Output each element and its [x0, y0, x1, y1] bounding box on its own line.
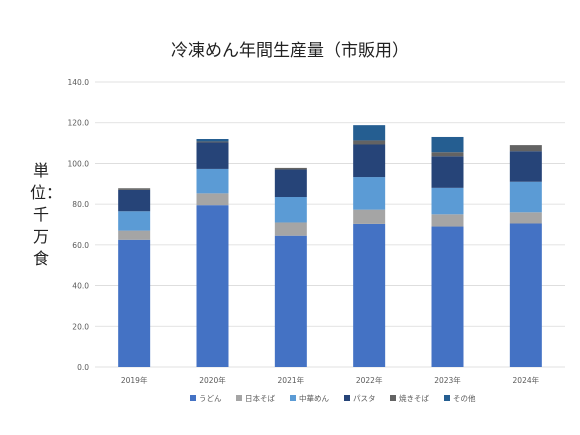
bar-segment: [353, 209, 386, 224]
bar-segment: [118, 230, 151, 240]
bar-segment: [196, 168, 229, 194]
legend-swatch: [190, 395, 196, 401]
bar-segment: [431, 226, 464, 367]
y-tick-label: 140.0: [68, 78, 90, 87]
y-tick-label: 120.0: [68, 119, 90, 128]
bar-segment: [118, 188, 151, 190]
legend-label: その他: [453, 393, 476, 403]
x-tick-label: 2021年: [278, 375, 305, 385]
legend-swatch: [236, 395, 242, 401]
bar-segment: [274, 167, 307, 170]
legend-swatch: [444, 395, 450, 401]
chart-title: 冷凍めん年間生産量（市販用）: [171, 41, 409, 61]
x-tick-label: 2019年: [121, 375, 148, 385]
bar-segment: [118, 189, 151, 212]
bar-segment: [196, 141, 229, 143]
bar-segment: [353, 125, 386, 141]
x-tick-label: 2024年: [513, 375, 540, 385]
x-tick-label: 2023年: [434, 375, 461, 385]
legend-label: 焼きそば: [399, 394, 429, 403]
bar-segment: [353, 223, 386, 367]
bar-segment: [274, 235, 307, 367]
bar-segment: [274, 222, 307, 236]
x-tick-label: 2022年: [356, 375, 383, 385]
bar-segment: [118, 239, 151, 367]
legend-label: 日本そば: [245, 393, 275, 403]
legend-swatch: [344, 395, 350, 401]
bar-segment: [509, 145, 542, 152]
bar-segment: [274, 197, 307, 223]
bar-segment: [118, 211, 151, 231]
bar-segment: [196, 139, 229, 142]
legend-label: 中華めん: [299, 393, 329, 403]
bar-segment: [431, 187, 464, 215]
legend-label: うどん: [199, 394, 222, 403]
legend-swatch: [390, 395, 396, 401]
y-tick-label: 80.0: [72, 200, 89, 209]
bar-segment: [509, 181, 542, 213]
legend-swatch: [290, 395, 296, 401]
y-tick-label: 40.0: [72, 282, 89, 291]
bar-segment: [196, 205, 229, 367]
bar-segment: [431, 152, 464, 157]
legend-label: パスタ: [353, 394, 376, 403]
bar-segment: [196, 193, 229, 206]
y-tick-label: 20.0: [72, 322, 89, 331]
y-tick-label: 100.0: [68, 159, 90, 168]
bar-segment: [353, 144, 386, 178]
bar-segment: [431, 156, 464, 188]
x-tick-label: 2020年: [199, 375, 226, 385]
bar-segment: [274, 169, 307, 198]
bar-segment: [509, 223, 542, 367]
bar-segment: [431, 136, 464, 153]
bar-segment: [509, 212, 542, 224]
bar-segment: [353, 177, 386, 210]
bar-segment: [509, 151, 542, 182]
bar-segment: [196, 142, 229, 169]
bar-segment: [431, 214, 464, 227]
bar-segment: [353, 140, 386, 145]
y-tick-label: 0.0: [77, 363, 89, 372]
y-tick-label: 60.0: [72, 241, 89, 250]
